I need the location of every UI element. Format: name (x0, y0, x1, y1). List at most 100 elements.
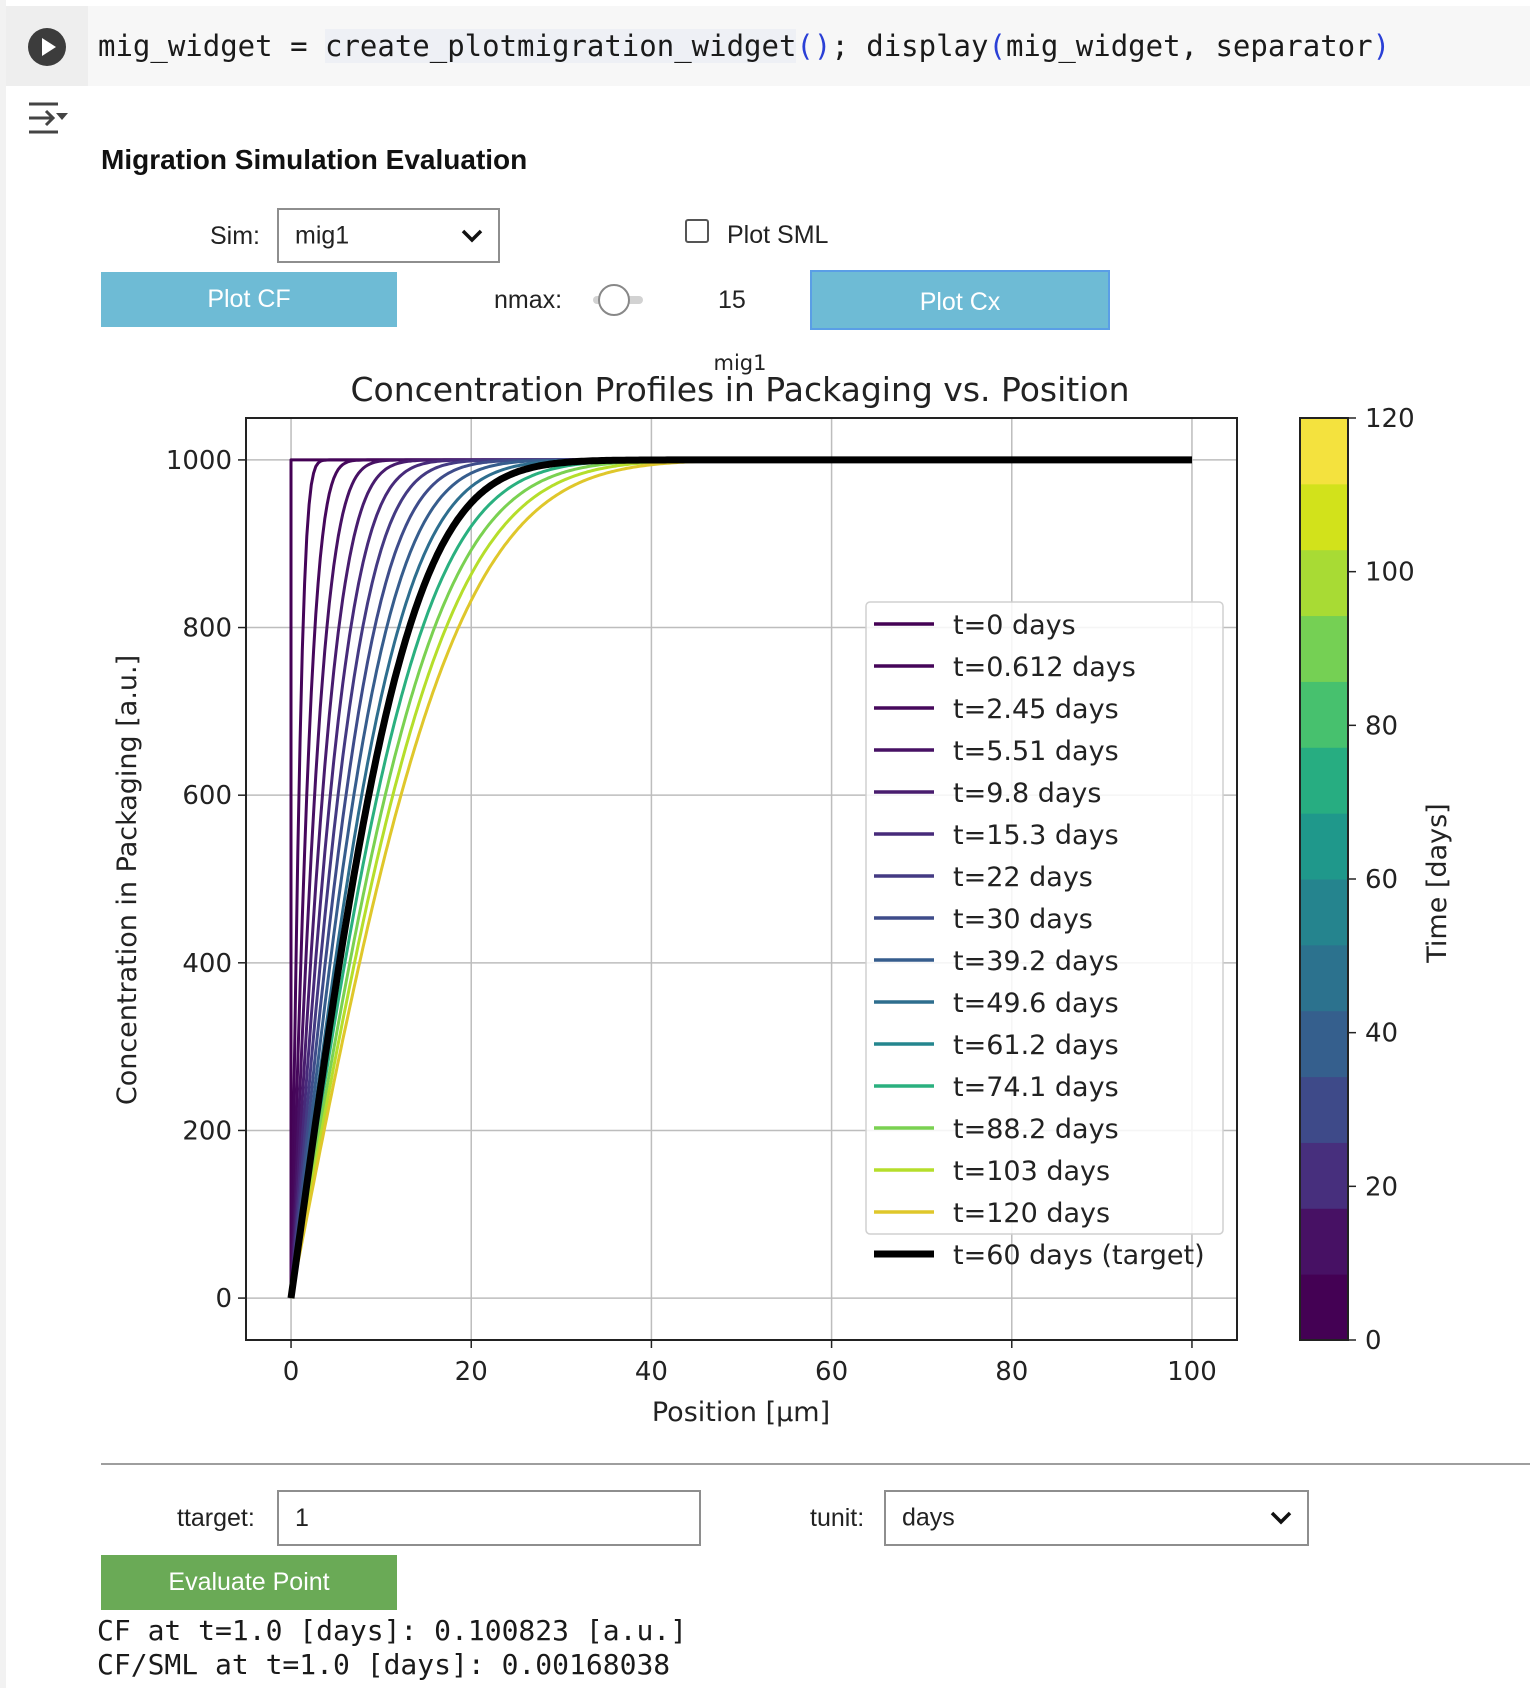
legend-entry: t=15.3 days (953, 820, 1119, 851)
colorbar-tick-label: 100 (1365, 558, 1415, 588)
colorbar-segment (1300, 681, 1348, 748)
colorbar-tick-label: 120 (1365, 404, 1415, 434)
colorbar-tick-label: 20 (1365, 1172, 1398, 1202)
colorbar-segment (1300, 549, 1348, 617)
run-gutter (6, 6, 88, 86)
colorbar-segment (1300, 615, 1348, 682)
x-tick-label: 40 (635, 1357, 668, 1387)
legend-box (865, 601, 1224, 1235)
code-open-paren: ( (796, 29, 814, 63)
widget-title: Migration Simulation Evaluation (101, 144, 528, 175)
colorbar-segment (1300, 879, 1348, 946)
plot-sml-checkbox[interactable] (685, 219, 709, 243)
legend-entry: t=30 days (953, 904, 1093, 935)
plot-cf-button[interactable]: Plot CF (101, 272, 397, 327)
sim-select-value: mig1 (295, 221, 350, 249)
tunit-label: tunit: (810, 1504, 865, 1532)
chart-suptitle: mig1 (714, 351, 767, 375)
colorbar-segment (1300, 944, 1348, 1012)
x-tick-label: 100 (1167, 1357, 1217, 1387)
colorbar-segment (1300, 1208, 1348, 1275)
plot-cf-label: Plot CF (207, 285, 291, 313)
legend-entry: t=0 days (953, 610, 1076, 641)
legend-entry: t=88.2 days (953, 1114, 1119, 1145)
evaluate-point-label: Evaluate Point (168, 1568, 330, 1596)
x-tick-label: 80 (995, 1357, 1028, 1387)
code-var: mig_widget (98, 29, 273, 63)
legend-entry: t=74.1 days (953, 1072, 1119, 1103)
code-mid: ; display (831, 29, 989, 63)
colorbar-segment (1300, 747, 1348, 814)
cell-gutter (0, 0, 6, 1688)
code-cell[interactable]: mig_widget = create_plotmigration_widget… (6, 6, 1530, 86)
plot-cx-button[interactable]: Plot Cx (810, 270, 1110, 330)
x-axis-label: Position [μm] (652, 1397, 830, 1428)
nmax-value: 15 (718, 286, 746, 314)
plot-cx-label: Plot Cx (919, 288, 1001, 316)
x-tick-label: 20 (455, 1357, 488, 1387)
concentration-chart: mig1 Concentration Profiles in Packaging… (112, 351, 1453, 1428)
code-args: mig_widget, separator (1005, 29, 1373, 63)
nmax-label: nmax: (494, 286, 563, 314)
code-func: create_plotmigration_widget (325, 29, 797, 63)
nmax-slider-handle[interactable] (598, 284, 630, 316)
colorbar-segment (1300, 418, 1348, 485)
colorbar-segment (1300, 813, 1348, 880)
code-eq: = (272, 29, 325, 63)
colorbar-segment (1300, 1274, 1348, 1341)
y-tick-label: 0 (215, 1284, 232, 1314)
y-axis-label: Concentration in Packaging [a.u.] (112, 655, 143, 1105)
colorbar-segment (1300, 1076, 1348, 1143)
chart-lines (287, 456, 1194, 1299)
tunit-select-value: days (902, 1503, 955, 1532)
separator (101, 1463, 1530, 1465)
legend-entry: t=120 days (953, 1198, 1110, 1229)
y-tick-label: 1000 (166, 446, 232, 476)
colorbar: 0 20 40 60 80 100 120 (1299, 404, 1415, 1356)
sim-label: Sim: (210, 222, 260, 250)
plot-frame (245, 417, 1238, 1341)
legend-entry: t=22 days (953, 862, 1093, 893)
code-close-paren: ) (813, 29, 832, 63)
chevron-down-icon (461, 229, 483, 242)
plot-sml-label: Plot SML (727, 221, 829, 249)
legend-entry: t=39.2 days (953, 946, 1119, 977)
colorbar-tick-label: 60 (1365, 865, 1398, 895)
result-line-cf: CF at t=1.0 [days]: 0.100823 [a.u.] (97, 1614, 688, 1647)
result-line-cf-sml: CF/SML at t=1.0 [days]: 0.00168038 (97, 1648, 671, 1681)
legend-entry: t=5.51 days (953, 736, 1119, 767)
y-tick-label: 800 (182, 614, 232, 644)
legend-entry: t=61.2 days (953, 1030, 1119, 1061)
code-line[interactable]: mig_widget = create_plotmigration_widget… (98, 28, 1390, 64)
legend-entry: t=9.8 days (953, 778, 1101, 809)
tunit-select[interactable]: days (884, 1490, 1309, 1546)
legend-entry: t=60 days (target) (953, 1240, 1205, 1271)
output-toggle-icon[interactable] (26, 100, 70, 140)
ttarget-input[interactable] (277, 1490, 701, 1546)
chart-legend: t=0 days t=0.612 days t=2.45 days t=5.51 da… (865, 601, 1224, 1271)
evaluate-point-button[interactable]: Evaluate Point (101, 1555, 397, 1610)
legend-entry: t=2.45 days (953, 694, 1119, 725)
x-tick-label: 60 (815, 1357, 848, 1387)
x-tick-label: 0 (283, 1357, 300, 1387)
y-axis: 0 200 400 600 800 1000 (166, 446, 246, 1314)
colorbar-tick-label: 80 (1365, 711, 1398, 741)
play-icon (42, 38, 56, 56)
colorbar-label: Time [days] (1422, 803, 1453, 963)
legend-entry: t=103 days (953, 1156, 1110, 1187)
run-cell-button[interactable] (28, 28, 66, 66)
y-tick-label: 600 (182, 781, 232, 811)
legend-entry: t=0.612 days (953, 652, 1136, 683)
legend-entry: t=49.6 days (953, 988, 1119, 1019)
ttarget-label: ttarget: (177, 1504, 255, 1532)
y-tick-label: 200 (182, 1116, 232, 1146)
x-axis: 0 20 40 60 80 100 (283, 1340, 1217, 1387)
colorbar-segment (1300, 1010, 1348, 1078)
colorbar-tick-label: 40 (1365, 1019, 1398, 1049)
y-tick-label: 400 (182, 949, 232, 979)
chart-title: Concentration Profiles in Packaging vs. … (351, 370, 1130, 409)
target-series-line (287, 456, 1194, 1299)
sim-select[interactable]: mig1 (277, 208, 500, 263)
code-close-paren-2: ) (1372, 29, 1391, 63)
colorbar-tick-label: 0 (1365, 1326, 1382, 1356)
